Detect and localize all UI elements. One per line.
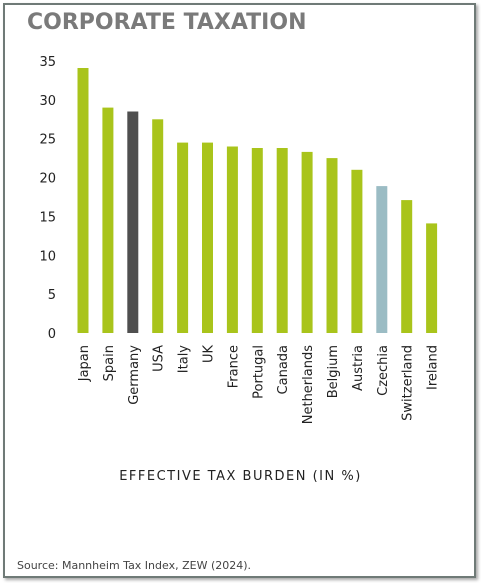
y-tick-label: 5	[48, 288, 56, 303]
chart-title: CORPORATE TAXATION	[27, 10, 307, 35]
bar-czechia	[376, 186, 388, 333]
x-tick-label: Czechia	[376, 345, 391, 396]
x-tick-label: Canada	[276, 345, 291, 394]
x-tick-label: Italy	[177, 345, 192, 374]
bar-ireland	[426, 223, 438, 333]
bar-netherlands	[301, 151, 313, 333]
x-tick-label: France	[226, 345, 241, 388]
x-tick-label: UK	[202, 345, 217, 364]
x-axis-labels: Japan Spain Germany USA Italy UK France Portuga…	[77, 345, 441, 425]
y-tick-label: 15	[39, 210, 56, 225]
x-tick-label: Germany	[127, 345, 142, 405]
y-axis: 0 5 10 15 20 25 30 35	[39, 55, 56, 342]
bar-japan	[77, 68, 89, 333]
x-tick-label: Spain	[102, 345, 117, 381]
bar-switzerland	[401, 200, 413, 333]
x-tick-label: Japan	[77, 345, 92, 382]
x-tick-label: Ireland	[426, 345, 441, 390]
bar-belgium	[326, 158, 338, 333]
source-note: Source: Mannheim Tax Index, ZEW (2024).	[17, 559, 252, 572]
y-tick-label: 10	[39, 249, 56, 264]
bar-spain	[102, 107, 114, 333]
bar-austria	[351, 169, 363, 333]
y-tick-label: 0	[48, 327, 56, 342]
x-axis-title: EFFECTIVE TAX BURDEN (IN %)	[119, 469, 362, 484]
bar-usa	[152, 119, 164, 333]
x-tick-label: Netherlands	[301, 345, 316, 424]
y-tick-label: 20	[39, 172, 56, 187]
bar-italy	[177, 142, 189, 333]
bar-canada	[276, 148, 288, 333]
x-tick-label: Belgium	[326, 345, 341, 398]
y-tick-label: 35	[39, 55, 56, 70]
bar-portugal	[251, 148, 263, 333]
bars	[77, 68, 438, 333]
x-tick-label: Portugal	[251, 345, 266, 399]
bar-germany	[127, 111, 139, 333]
y-tick-label: 30	[39, 94, 56, 109]
bar-uk	[202, 142, 213, 333]
x-tick-label: USA	[152, 345, 167, 372]
x-tick-label: Austria	[351, 345, 366, 391]
x-tick-label: Switzerland	[401, 345, 416, 421]
y-tick-label: 25	[39, 133, 56, 148]
bar-france	[226, 146, 238, 333]
